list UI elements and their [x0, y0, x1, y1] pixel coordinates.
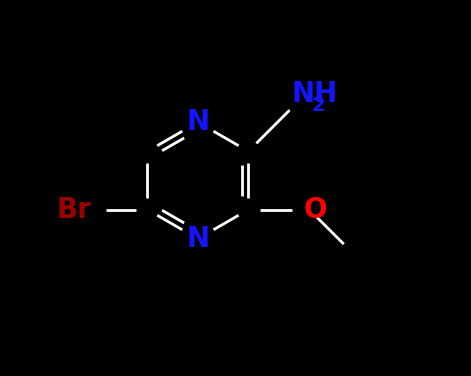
Text: Br: Br	[57, 196, 92, 224]
Text: N: N	[187, 225, 210, 253]
Text: NH: NH	[292, 80, 338, 108]
Text: 2: 2	[311, 96, 325, 115]
Text: O: O	[304, 196, 327, 224]
Text: N: N	[187, 108, 210, 136]
